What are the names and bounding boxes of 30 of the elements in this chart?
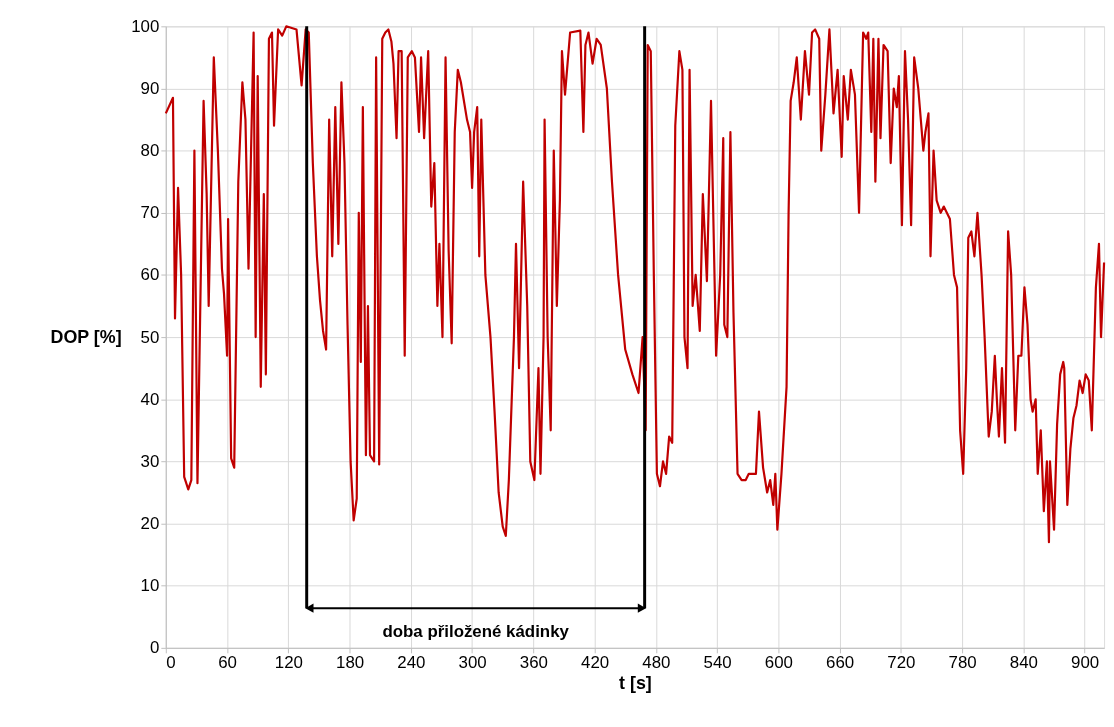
y-tick-label: 10: [140, 576, 160, 596]
annotation: doba přiložené kádinky: [382, 621, 570, 641]
y-tick-label: 20: [140, 514, 160, 534]
x-tick-label: 780: [948, 653, 977, 673]
x-tick-label: 900: [1071, 653, 1100, 673]
x-tick-label: 360: [519, 653, 548, 673]
x-tick-label: 420: [581, 653, 610, 673]
x-tick-label: 540: [703, 653, 732, 673]
y-tick-label: 60: [140, 265, 160, 285]
x-tick-label: 300: [458, 653, 487, 673]
x-tick-label: 600: [764, 653, 793, 673]
y-tick-label: 90: [140, 78, 160, 98]
y-tick-label: 80: [140, 141, 160, 161]
y-tick-label: 50: [140, 327, 160, 347]
x-axis-title: t [s]: [619, 673, 652, 694]
y-tick-label: 30: [140, 451, 160, 471]
x-tick-label: 240: [397, 653, 426, 673]
x-tick-label: 0: [166, 653, 176, 673]
y-tick-label: 40: [140, 389, 160, 409]
x-tick-label: 720: [887, 653, 916, 673]
y-tick-label: 0: [149, 638, 160, 658]
x-tick-label: 480: [642, 653, 671, 673]
x-tick-label: 120: [274, 653, 303, 673]
x-tick-label: 180: [336, 653, 365, 673]
x-tick-label: 840: [1009, 653, 1038, 673]
x-tick-label: 660: [826, 653, 855, 673]
x-tick-label: 60: [218, 653, 237, 673]
y-tick-label: 70: [140, 203, 160, 223]
y-axis-title: DOP [%]: [50, 326, 122, 347]
y-tick-label: 100: [131, 16, 160, 36]
